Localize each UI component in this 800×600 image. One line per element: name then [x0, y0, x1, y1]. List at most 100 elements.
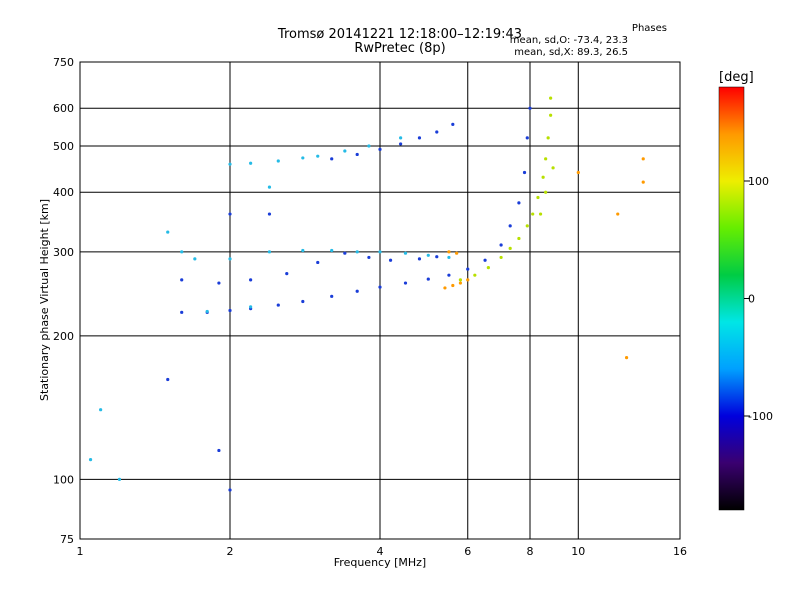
data-point	[388, 258, 393, 262]
data-point	[458, 278, 463, 282]
colorbar-tick-label: 0	[748, 293, 755, 306]
y-tick-label: 300	[53, 246, 74, 259]
data-point	[447, 255, 451, 260]
y-tick-label: 100	[53, 473, 74, 486]
data-point	[249, 305, 253, 309]
data-point	[301, 248, 305, 253]
data-point	[399, 136, 403, 140]
data-point	[417, 257, 422, 261]
data-point	[536, 195, 540, 200]
phase-stats-o: mean, sd,O: -73.4, 23.3	[509, 35, 628, 46]
data-point	[217, 281, 221, 285]
data-point	[508, 224, 512, 228]
data-point	[378, 250, 382, 254]
y-tick-label: 200	[53, 330, 74, 343]
data-point	[522, 170, 527, 175]
colorbar	[718, 86, 745, 511]
data-point	[576, 170, 580, 175]
x-tick-label: 1	[77, 545, 84, 558]
data-point	[544, 157, 548, 161]
data-points	[88, 96, 645, 492]
data-point	[228, 212, 232, 216]
x-axis-label: Frequency [MHz]	[334, 556, 426, 569]
data-point	[466, 267, 470, 271]
y-tick-label: 500	[53, 140, 74, 153]
data-point	[499, 255, 503, 260]
data-point	[367, 144, 371, 148]
data-point	[316, 260, 320, 265]
data-point	[267, 212, 272, 216]
data-point	[117, 477, 122, 482]
data-point	[249, 278, 253, 282]
phases-title: Phases	[631, 23, 667, 34]
x-tick-label: 2	[227, 545, 234, 558]
data-point	[549, 96, 553, 100]
data-point	[517, 236, 521, 241]
colorbar-label: [deg]	[719, 70, 754, 85]
data-point	[99, 408, 103, 412]
data-point	[426, 277, 430, 281]
data-point	[217, 448, 221, 453]
y-axis-ticks: 75 100 200 300 400 500 600 750	[53, 56, 74, 546]
data-point	[525, 136, 529, 140]
data-point	[343, 251, 347, 255]
x-axis-ticks: 1 2 4 6 8 10 16	[77, 545, 688, 558]
y-tick-label: 750	[53, 56, 74, 69]
data-point	[355, 250, 359, 254]
data-point	[473, 273, 477, 277]
data-point	[403, 251, 408, 255]
data-point	[343, 149, 347, 153]
colorbar-tick-label: 100	[748, 175, 769, 188]
y-tick-label: 400	[53, 186, 74, 199]
x-tick-label: 8	[527, 545, 534, 558]
data-point	[330, 248, 334, 253]
data-point	[228, 308, 232, 313]
data-point	[551, 166, 555, 170]
data-point	[486, 265, 490, 270]
data-point	[316, 154, 320, 158]
data-point	[228, 162, 232, 166]
data-point	[641, 180, 645, 184]
data-point	[517, 201, 521, 205]
data-point	[276, 159, 280, 163]
data-point	[455, 251, 459, 255]
data-point	[285, 272, 289, 276]
data-point	[330, 157, 334, 161]
data-point	[443, 286, 447, 290]
y-tick-label: 75	[60, 533, 74, 546]
x-tick-label: 4	[377, 545, 384, 558]
data-point	[399, 142, 403, 146]
data-point	[435, 130, 439, 134]
data-point	[301, 299, 305, 304]
data-point	[276, 303, 280, 307]
data-point	[330, 294, 334, 298]
data-point	[508, 246, 512, 250]
data-point	[528, 106, 532, 110]
data-point	[355, 289, 359, 293]
data-point	[249, 161, 253, 165]
data-point	[458, 281, 463, 285]
data-point	[616, 212, 620, 216]
data-point	[426, 253, 430, 257]
data-point	[447, 250, 451, 254]
data-point	[525, 224, 529, 228]
data-point	[531, 212, 535, 216]
data-point	[88, 458, 93, 462]
data-point	[267, 250, 272, 254]
data-point	[267, 185, 272, 189]
data-point	[541, 175, 545, 179]
data-point	[538, 212, 543, 216]
data-point	[641, 157, 645, 161]
data-point	[367, 255, 371, 260]
data-point	[624, 356, 629, 360]
data-point	[205, 309, 209, 314]
data-point	[355, 152, 359, 157]
chart-subtitle: RwPretec (8p)	[354, 41, 446, 56]
data-point	[228, 257, 232, 261]
data-point	[166, 230, 170, 234]
data-point	[228, 488, 232, 492]
x-tick-label: 6	[464, 545, 471, 558]
y-axis-label: Stationary phase Virtual Height [km]	[38, 199, 51, 401]
data-point	[546, 136, 550, 140]
